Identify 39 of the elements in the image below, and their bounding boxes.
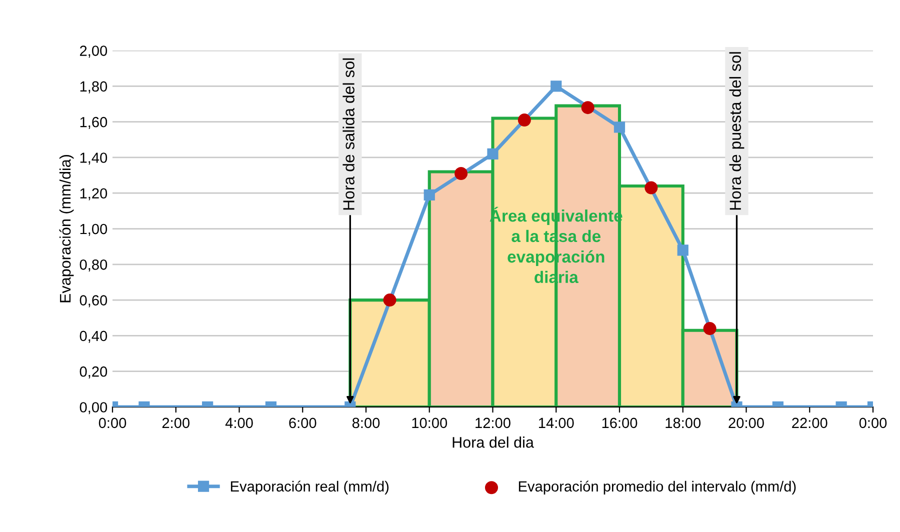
legend-label: Evaporación real (mm/d) bbox=[230, 480, 389, 494]
x-tick-label: 14:00 bbox=[538, 418, 574, 428]
ref-line-label: Hora de puesta del sol bbox=[729, 52, 744, 210]
y-tick-label: 1,20 bbox=[80, 188, 108, 200]
x-tick-label: 6:00 bbox=[289, 418, 316, 428]
y-tick-label: 1,60 bbox=[80, 116, 108, 129]
y-tick-label: 0,80 bbox=[80, 260, 108, 272]
x-tick-label: 2:00 bbox=[162, 418, 190, 428]
y-tick-label: 0,20 bbox=[80, 366, 108, 378]
x-tick-label: 0:00 bbox=[98, 418, 126, 428]
y-tick-label: 1,00 bbox=[80, 224, 108, 236]
x-tick-label: 10:00 bbox=[412, 418, 448, 428]
y-tick-label: 0,00 bbox=[80, 402, 108, 414]
legend-label: Evaporación promedio del intervalo (mm/d) bbox=[518, 480, 796, 494]
x-tick-label: 20:00 bbox=[728, 418, 764, 428]
point bbox=[677, 244, 688, 256]
point bbox=[487, 148, 498, 160]
x-tick-label: 18:00 bbox=[666, 418, 701, 428]
x-tick-label: 16:00 bbox=[602, 418, 638, 428]
point bbox=[581, 101, 594, 114]
ref-line-label: Hora de salida del sol bbox=[342, 58, 354, 210]
y-tick-label: 2,00 bbox=[80, 46, 108, 58]
x-tick-label: 12:00 bbox=[476, 418, 510, 428]
x-tick-label: 8:00 bbox=[352, 418, 380, 428]
x-tick-label: 4:00 bbox=[225, 418, 253, 428]
y-tick-label: 0,60 bbox=[80, 295, 108, 308]
y-tick-label: 1,40 bbox=[80, 152, 108, 165]
point bbox=[550, 80, 562, 92]
y-axis-title: Evaporación (mm/dia) bbox=[59, 154, 74, 302]
point bbox=[644, 181, 658, 194]
y-tick-label: 1,80 bbox=[80, 81, 108, 94]
y-tick-label: 0,40 bbox=[80, 330, 108, 343]
point bbox=[614, 122, 626, 133]
x-tick-label: 0:00 bbox=[859, 418, 887, 428]
point bbox=[454, 167, 468, 180]
point bbox=[424, 189, 435, 200]
x-tick-label: 22:00 bbox=[792, 418, 828, 428]
x-axis-title: Hora del dia bbox=[452, 436, 534, 448]
point bbox=[518, 114, 531, 127]
